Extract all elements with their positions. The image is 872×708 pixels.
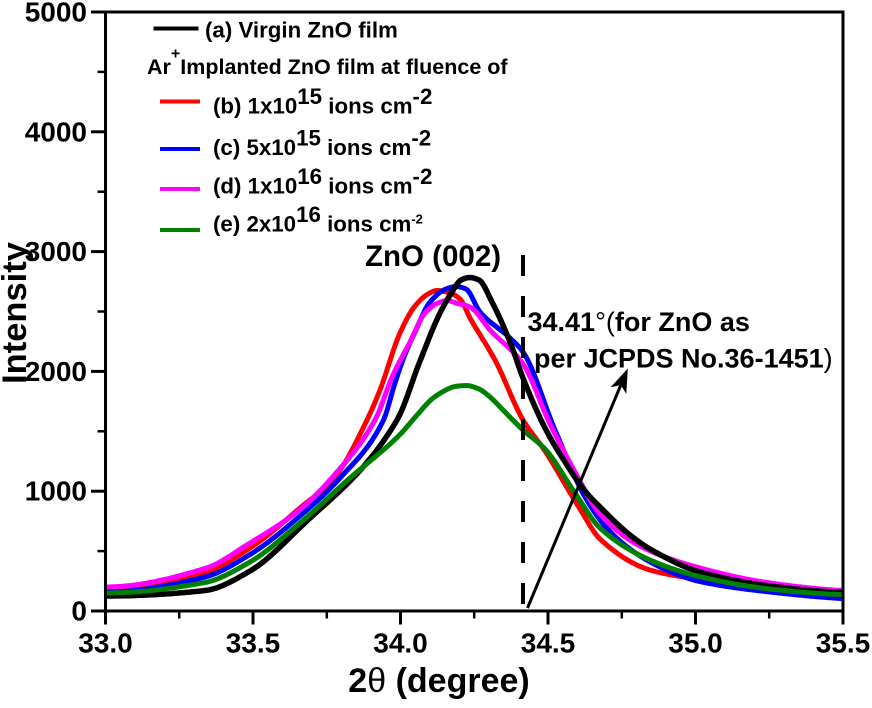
svg-text:35.0: 35.0 (668, 628, 723, 659)
svg-text:34.0: 34.0 (373, 628, 428, 659)
svg-text:Intensity: Intensity (0, 242, 34, 384)
svg-text:ZnO (002): ZnO (002) (365, 240, 501, 273)
svg-text:per JCPDS No.36-1451): per JCPDS No.36-1451) (534, 344, 833, 374)
svg-text:4000: 4000 (25, 116, 87, 147)
svg-text:33.5: 33.5 (226, 628, 281, 659)
svg-text:33.0: 33.0 (78, 628, 133, 659)
svg-text:34.41°(for ZnO as: 34.41°(for ZnO as (528, 307, 750, 337)
svg-text:35.5: 35.5 (816, 628, 871, 659)
svg-text:3000: 3000 (25, 236, 87, 267)
svg-text:0: 0 (71, 596, 87, 627)
svg-text:(a) Virgin ZnO film: (a) Virgin ZnO film (205, 18, 398, 43)
svg-text:2000: 2000 (25, 356, 87, 387)
svg-text:5000: 5000 (25, 0, 87, 28)
svg-text:1000: 1000 (25, 476, 87, 507)
svg-text:34.5: 34.5 (521, 628, 576, 659)
svg-text:2θ (degree): 2θ (degree) (348, 662, 529, 700)
